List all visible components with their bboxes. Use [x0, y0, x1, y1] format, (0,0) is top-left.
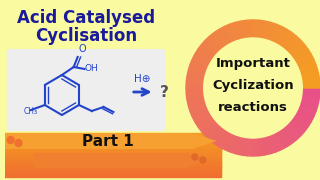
Wedge shape	[301, 76, 320, 84]
Wedge shape	[202, 120, 218, 136]
Wedge shape	[241, 137, 249, 156]
Wedge shape	[188, 65, 207, 75]
Wedge shape	[257, 137, 265, 156]
Wedge shape	[299, 65, 318, 75]
Wedge shape	[253, 20, 259, 38]
Circle shape	[204, 38, 302, 138]
FancyBboxPatch shape	[7, 49, 165, 131]
Wedge shape	[270, 133, 281, 152]
Polygon shape	[5, 133, 217, 149]
Text: Acid Catalysed: Acid Catalysed	[18, 9, 156, 27]
Text: O: O	[79, 44, 86, 54]
Wedge shape	[299, 101, 318, 111]
Circle shape	[7, 136, 14, 143]
Wedge shape	[301, 92, 320, 100]
Wedge shape	[236, 21, 244, 40]
Wedge shape	[225, 133, 236, 152]
Wedge shape	[300, 97, 319, 106]
Wedge shape	[188, 101, 207, 111]
Wedge shape	[236, 136, 244, 155]
Wedge shape	[220, 131, 232, 150]
Wedge shape	[291, 117, 308, 132]
Wedge shape	[281, 126, 296, 144]
Text: Important: Important	[216, 57, 291, 69]
Wedge shape	[293, 113, 311, 127]
Wedge shape	[285, 123, 300, 140]
Wedge shape	[202, 40, 218, 56]
Wedge shape	[266, 135, 276, 154]
Text: reactions: reactions	[218, 100, 288, 114]
Wedge shape	[261, 136, 270, 155]
Wedge shape	[293, 49, 311, 63]
Text: H⊕: H⊕	[134, 74, 151, 84]
Wedge shape	[187, 97, 205, 106]
Wedge shape	[278, 129, 292, 147]
Wedge shape	[190, 59, 208, 71]
Text: Part 1: Part 1	[82, 134, 134, 148]
Text: Cyclisation: Cyclisation	[36, 27, 138, 45]
Wedge shape	[220, 26, 232, 45]
Wedge shape	[253, 138, 259, 156]
Wedge shape	[230, 135, 240, 154]
Wedge shape	[210, 32, 225, 50]
Wedge shape	[186, 92, 204, 100]
Wedge shape	[302, 88, 320, 94]
Wedge shape	[291, 44, 308, 59]
Circle shape	[200, 157, 206, 163]
Wedge shape	[288, 120, 304, 136]
Text: ?: ?	[160, 84, 169, 100]
Wedge shape	[187, 70, 205, 79]
Wedge shape	[296, 109, 314, 122]
Text: CH₃: CH₃	[23, 107, 37, 116]
Wedge shape	[274, 131, 286, 150]
Wedge shape	[206, 123, 221, 140]
Wedge shape	[296, 54, 314, 67]
Wedge shape	[247, 138, 253, 156]
Wedge shape	[192, 54, 210, 67]
Circle shape	[15, 140, 22, 147]
Circle shape	[192, 154, 198, 160]
Wedge shape	[195, 113, 213, 127]
Wedge shape	[247, 20, 253, 38]
Wedge shape	[302, 82, 320, 88]
Wedge shape	[257, 20, 265, 39]
Polygon shape	[34, 153, 207, 168]
Wedge shape	[190, 105, 208, 117]
Wedge shape	[198, 117, 215, 132]
Text: Cyclization: Cyclization	[212, 78, 294, 91]
Wedge shape	[210, 126, 225, 144]
Wedge shape	[192, 109, 210, 122]
Wedge shape	[186, 76, 204, 84]
Wedge shape	[298, 59, 316, 71]
Text: OH: OH	[84, 64, 98, 73]
Wedge shape	[206, 36, 221, 53]
Wedge shape	[225, 24, 236, 43]
Wedge shape	[285, 36, 300, 53]
Wedge shape	[261, 21, 270, 40]
Wedge shape	[230, 22, 240, 41]
Wedge shape	[186, 88, 204, 94]
Wedge shape	[298, 105, 316, 117]
Wedge shape	[241, 20, 249, 39]
Wedge shape	[266, 22, 276, 41]
Wedge shape	[215, 129, 228, 147]
Wedge shape	[288, 40, 304, 56]
Wedge shape	[195, 49, 213, 63]
Wedge shape	[300, 70, 319, 79]
Wedge shape	[186, 82, 204, 88]
Wedge shape	[281, 32, 296, 50]
Wedge shape	[278, 29, 292, 47]
Wedge shape	[215, 29, 228, 47]
Wedge shape	[274, 26, 286, 45]
Wedge shape	[270, 24, 281, 43]
Wedge shape	[198, 44, 215, 59]
